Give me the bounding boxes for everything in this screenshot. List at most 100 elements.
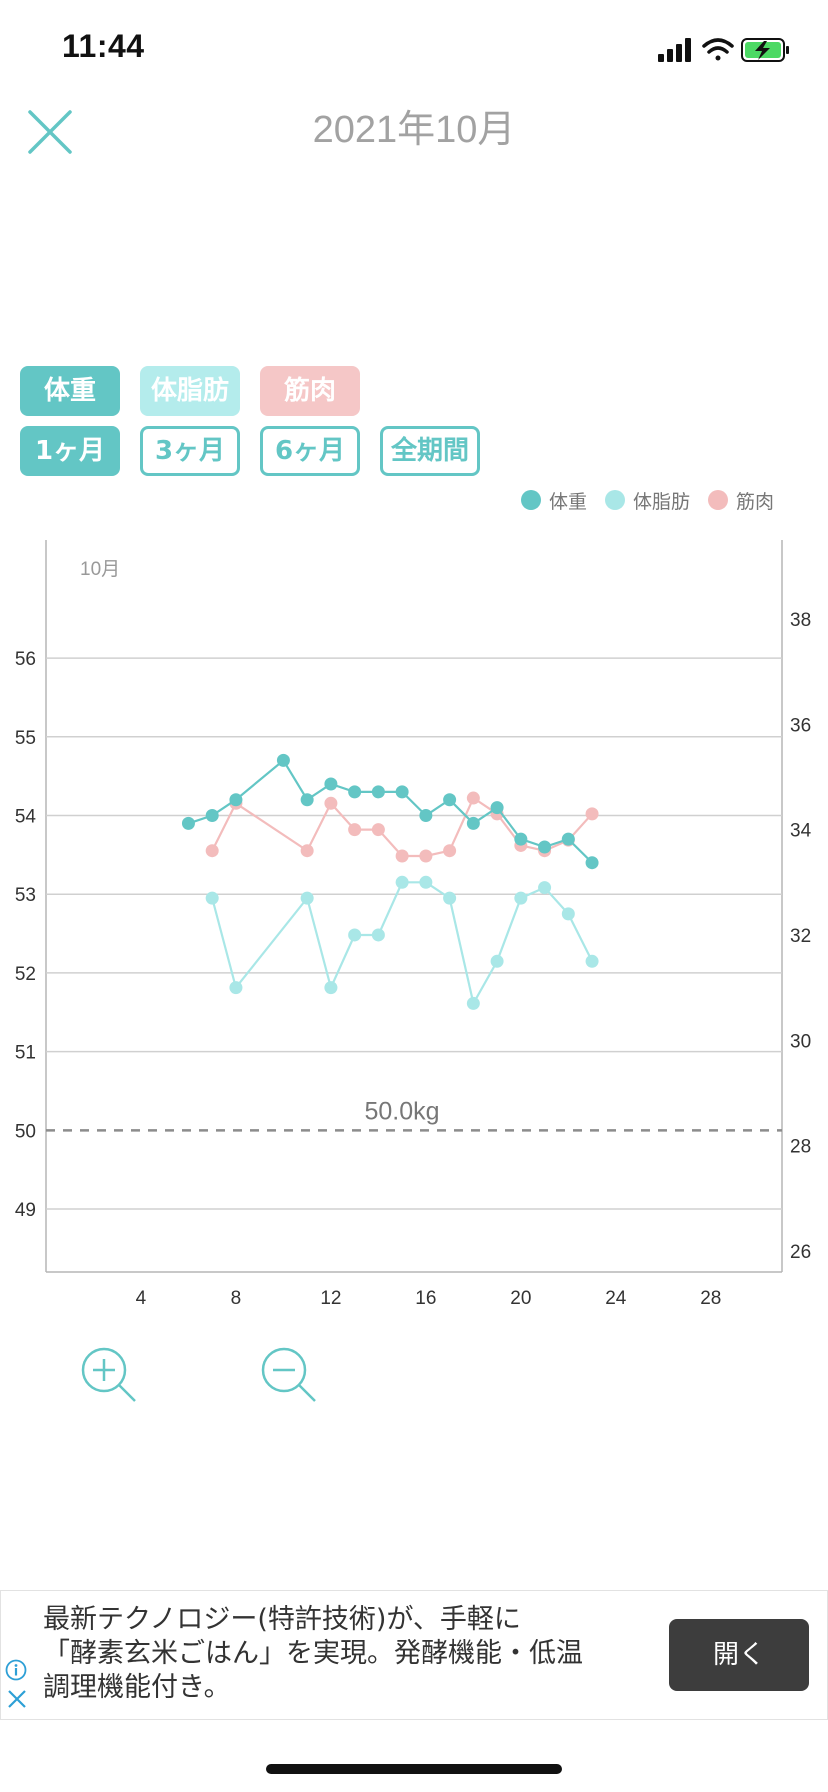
x-tick-label: 16 (415, 1288, 436, 1309)
y-right-tick-label: 36 (790, 715, 811, 736)
data-point-fat (443, 891, 457, 905)
data-point-fat (561, 907, 575, 921)
ad-close-icon[interactable] (7, 1689, 27, 1709)
wifi-icon (702, 38, 734, 61)
y-left-tick-label: 53 (15, 885, 36, 906)
series-line-muscle (211, 796, 593, 858)
y-left-tick-label: 54 (15, 806, 37, 827)
data-point-fat (205, 891, 219, 905)
x-tick-label: 28 (700, 1288, 721, 1309)
legend-weight-label: 体重 (548, 490, 587, 513)
page-title: 2021年10月 (312, 109, 516, 151)
data-point-weight (585, 856, 599, 870)
data-point-weight (181, 816, 195, 830)
data-point-fat (395, 875, 409, 889)
battery-charging-icon (741, 38, 789, 62)
metric-weight-button[interactable]: 体重 (20, 366, 120, 416)
data-point-weight (229, 793, 243, 807)
y-left-tick-label: 51 (15, 1043, 36, 1064)
data-point-weight (561, 832, 575, 846)
legend-item-fat: 体脂肪 (604, 487, 690, 514)
series-line-fat (211, 881, 594, 1007)
data-point-weight (395, 785, 409, 799)
y-right-tick-label: 38 (790, 610, 811, 631)
legend-muscle-label: 筋肉 (735, 490, 774, 513)
period-3month-button[interactable]: 3ヶ月 (140, 426, 240, 476)
data-point-muscle (585, 807, 599, 821)
data-point-fat (229, 981, 243, 995)
y-right-tick-label: 34 (790, 821, 812, 842)
data-point-weight (324, 777, 338, 791)
cellular-signal-icon (658, 38, 691, 62)
data-point-fat (419, 875, 433, 889)
status-time: 11:44 (62, 28, 145, 64)
chart-legend: 体重 体脂肪 筋肉 (503, 486, 774, 514)
legend-muscle-dot (707, 490, 728, 510)
data-point-weight (490, 801, 504, 815)
metric-fat-button[interactable]: 体脂肪 (140, 366, 240, 416)
zoom-out-icon[interactable] (260, 1346, 320, 1406)
y-left-tick-label: 49 (15, 1200, 36, 1221)
month-label: 10月 (80, 559, 120, 580)
data-point-fat (324, 981, 338, 995)
y-left-tick-label: 55 (15, 728, 36, 749)
ad-banner[interactable]: 最新テクノロジー(特許技術)が、手軽に 「酵素玄米ごはん」を実現。発酵機能・低温… (0, 1590, 828, 1720)
x-tick-label: 20 (510, 1288, 531, 1309)
ad-text-line: 「酵素玄米ごはん」を実現。発酵機能・低温 (43, 1638, 583, 1669)
data-point-muscle (348, 823, 362, 837)
data-point-weight (205, 808, 219, 822)
x-tick-label: 24 (605, 1288, 627, 1309)
info-icon[interactable] (5, 1659, 27, 1681)
data-point-muscle (324, 796, 338, 810)
target-label: 50.0kg (364, 1097, 439, 1125)
y-right-tick-label: 28 (790, 1137, 811, 1158)
period-all-button[interactable]: 全期間 (380, 426, 480, 476)
data-point-weight (300, 793, 314, 807)
data-point-weight (466, 816, 480, 830)
period-6month-button[interactable]: 6ヶ月 (260, 426, 360, 476)
y-left-tick-label: 50 (15, 1121, 36, 1142)
data-point-weight (514, 832, 528, 846)
data-point-muscle (300, 844, 314, 858)
y-right-tick-label: 30 (790, 1031, 811, 1052)
legend-item-muscle: 筋肉 (707, 487, 774, 514)
legend-fat-dot (604, 490, 625, 510)
data-point-muscle (371, 823, 385, 837)
data-point-weight (419, 808, 433, 822)
x-tick-label: 4 (136, 1288, 147, 1309)
data-point-weight (348, 785, 362, 799)
legend-fat-label: 体脂肪 (632, 490, 690, 513)
zoom-in-icon[interactable] (80, 1346, 140, 1406)
data-point-fat (514, 891, 528, 905)
ad-text-line: 調理機能付き。 (43, 1672, 231, 1703)
metric-muscle-button[interactable]: 筋肉 (260, 366, 360, 416)
period-1month-button[interactable]: 1ヶ月 (20, 426, 120, 476)
data-point-fat (585, 954, 599, 968)
home-indicator (266, 1764, 562, 1774)
data-point-muscle (419, 849, 433, 863)
legend-item-weight: 体重 (520, 487, 587, 514)
weight-chart: 49 50 51 52 53 54 55 56 26 28 30 32 34 36 38 4 8 12 16 20 24… (15, 540, 812, 1309)
data-point-fat (348, 928, 362, 942)
legend-weight-dot (520, 490, 541, 510)
data-point-muscle (395, 849, 409, 863)
ad-text: 最新テクノロジー(特許技術)が、手軽に 「酵素玄米ごはん」を実現。発酵機能・低温… (43, 1603, 635, 1705)
data-point-fat (371, 928, 385, 942)
data-point-muscle (443, 844, 457, 858)
data-point-weight (538, 840, 552, 854)
y-left-tick-label: 52 (15, 964, 36, 985)
data-point-fat (490, 954, 504, 968)
ad-open-button[interactable]: 開く (669, 1619, 809, 1691)
y-right-tick-label: 32 (790, 926, 811, 947)
close-icon[interactable] (26, 108, 74, 156)
data-point-fat (466, 996, 480, 1010)
data-point-muscle (205, 844, 219, 858)
x-tick-label: 8 (231, 1288, 242, 1309)
y-left-tick-label: 56 (15, 649, 36, 670)
y-right-tick-label: 26 (790, 1242, 811, 1263)
data-point-weight (276, 753, 290, 767)
status-icons (658, 38, 789, 62)
data-point-fat (538, 881, 552, 895)
ad-text-line: 最新テクノロジー(特許技術)が、手軽に (43, 1604, 521, 1635)
x-tick-label: 12 (320, 1288, 341, 1309)
